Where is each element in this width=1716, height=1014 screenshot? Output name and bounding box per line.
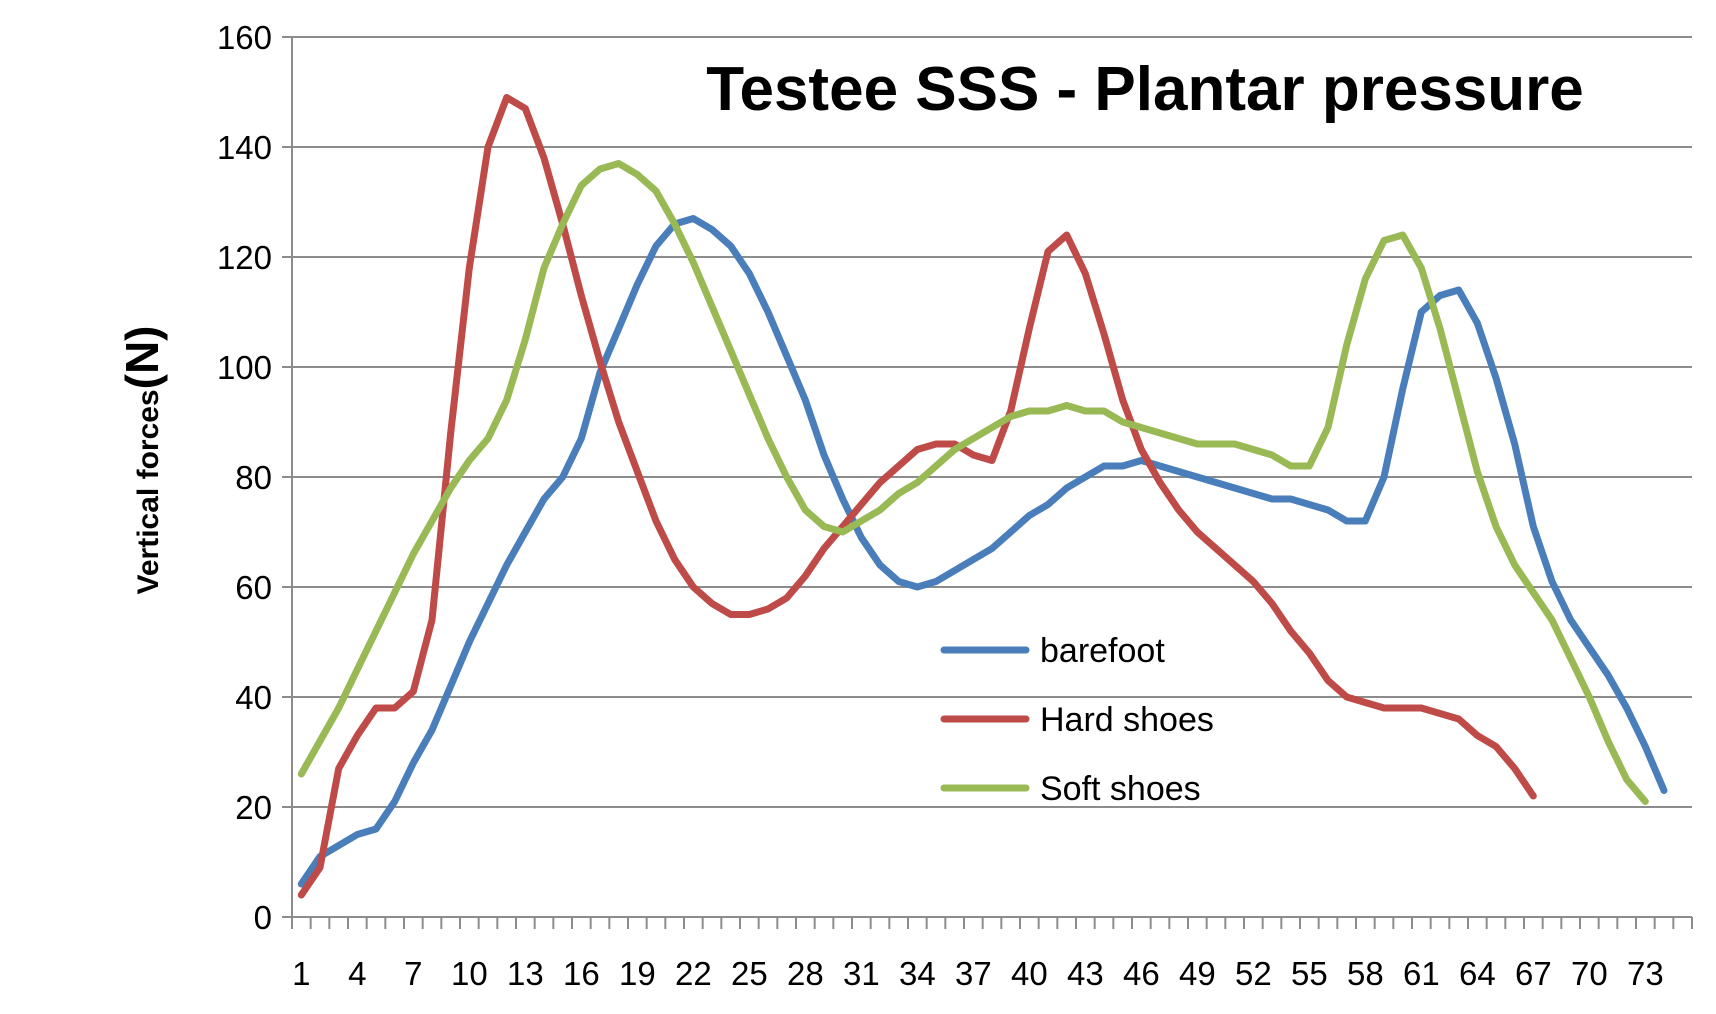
y-tick-label: 20 <box>235 789 272 826</box>
x-tick-label: 43 <box>1067 955 1104 992</box>
y-axis-label-text: Vertical forces <box>132 389 165 594</box>
x-tick-label: 7 <box>404 955 422 992</box>
legend-label: Soft shoes <box>1040 770 1201 808</box>
series-line-barefoot <box>297 215 1668 888</box>
x-tick-label: 25 <box>731 955 768 992</box>
x-tick-label: 22 <box>675 955 712 992</box>
x-tick-label: 4 <box>348 955 366 992</box>
x-tick-label: 16 <box>563 955 600 992</box>
x-tick-label: 13 <box>507 955 544 992</box>
x-tick-label: 1 <box>292 955 310 992</box>
x-tick-label: 64 <box>1459 955 1496 992</box>
y-tick-labels: 0 20 40 60 80 100 120 140 160 <box>217 19 272 936</box>
series-line-soft-shoes <box>297 160 1649 805</box>
y-tick-label: 120 <box>217 239 272 276</box>
x-tick-label: 61 <box>1403 955 1440 992</box>
x-tick-label: 40 <box>1011 955 1048 992</box>
series-lines <box>297 94 1668 899</box>
y-tick-label: 40 <box>235 679 272 716</box>
x-tick-label: 49 <box>1179 955 1216 992</box>
x-tick-label: 52 <box>1235 955 1272 992</box>
x-tick-label: 28 <box>787 955 824 992</box>
x-tick-label: 10 <box>451 955 488 992</box>
x-tick-label: 37 <box>955 955 992 992</box>
y-tick-label: 100 <box>217 349 272 386</box>
series-line-hard-shoes <box>297 94 1537 899</box>
legend-label: Hard shoes <box>1040 701 1214 739</box>
legend-label: barefoot <box>1040 632 1165 670</box>
x-tick-labels: 1 4 7 10 13 16 19 22 25 28 31 34 37 40 43 46 49 52 55 58 61 6… <box>292 955 1664 992</box>
y-tick-label: 80 <box>235 459 272 496</box>
x-tick-label: 19 <box>619 955 656 992</box>
x-tick-label: 46 <box>1123 955 1160 992</box>
x-tick-label: 70 <box>1571 955 1608 992</box>
x-tick-label: 73 <box>1627 955 1664 992</box>
y-tick-label: 160 <box>217 19 272 56</box>
y-axis-label: Vertical forces(N) <box>116 326 168 595</box>
chart-title: Testee SSS - Plantar pressure <box>706 55 1584 124</box>
x-tick-label: 31 <box>843 955 880 992</box>
y-tick-label: 60 <box>235 569 272 606</box>
x-tick-label: 34 <box>899 955 936 992</box>
y-tick-label: 0 <box>254 899 272 936</box>
x-tick-label: 55 <box>1291 955 1328 992</box>
legend: barefoot Hard shoes Soft shoes <box>940 632 1214 808</box>
x-tick-label: 67 <box>1515 955 1552 992</box>
y-axis-unit: (N) <box>116 326 168 390</box>
gridlines <box>292 36 1692 808</box>
x-tick-label: 58 <box>1347 955 1384 992</box>
axes <box>282 36 1693 929</box>
y-tick-label: 140 <box>217 129 272 166</box>
